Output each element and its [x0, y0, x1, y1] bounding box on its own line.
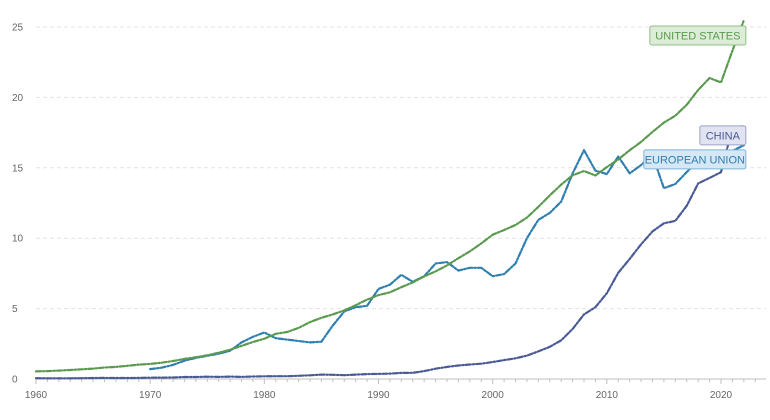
x-tick-label-2020: 2020 [710, 390, 733, 401]
y-tick-label-15: 15 [12, 163, 24, 174]
y-axis-tick-labels: 0 5 10 15 20 25 [12, 23, 24, 386]
series-label-united-states[interactable]: UNITED STATES [649, 25, 747, 46]
x-tick-label-2010: 2010 [596, 390, 619, 401]
series-label-text-china: CHINA [706, 130, 741, 142]
series-label-box-china [699, 125, 747, 146]
grid-lines [36, 26, 766, 310]
series-label-text-united-states: UNITED STATES [655, 30, 740, 42]
series-line-united-states[interactable] [34, 19, 745, 373]
y-tick-label-25: 25 [12, 23, 24, 34]
series-line-european-union[interactable] [149, 144, 745, 371]
y-tick-label-20: 20 [12, 93, 24, 104]
y-tick-label-5: 5 [12, 304, 18, 315]
series-lines [34, 19, 745, 380]
y-tick-label-0: 0 [12, 375, 18, 386]
series-labels: UNITED STATES CHINA EUROPEAN UNION [643, 25, 747, 170]
x-tick-label-1990: 1990 [367, 390, 390, 401]
x-axis [35, 378, 766, 384]
series-label-china[interactable]: CHINA [699, 125, 747, 146]
x-tick-label-1960: 1960 [25, 390, 48, 401]
x-axis-tick-labels: 1960 1970 1980 1990 2000 2010 2020 [25, 390, 733, 401]
x-tick-label-1980: 1980 [253, 390, 276, 401]
series-label-box-european-union [643, 149, 747, 170]
x-tick-label-1970: 1970 [139, 390, 162, 401]
series-label-european-union[interactable]: EUROPEAN UNION [643, 149, 747, 170]
series-label-box-united-states [649, 25, 747, 46]
x-tick-label-2000: 2000 [482, 390, 505, 401]
y-tick-label-10: 10 [12, 234, 24, 245]
series-line-china[interactable] [34, 124, 745, 380]
series-label-text-european-union: EUROPEAN UNION [645, 154, 745, 166]
